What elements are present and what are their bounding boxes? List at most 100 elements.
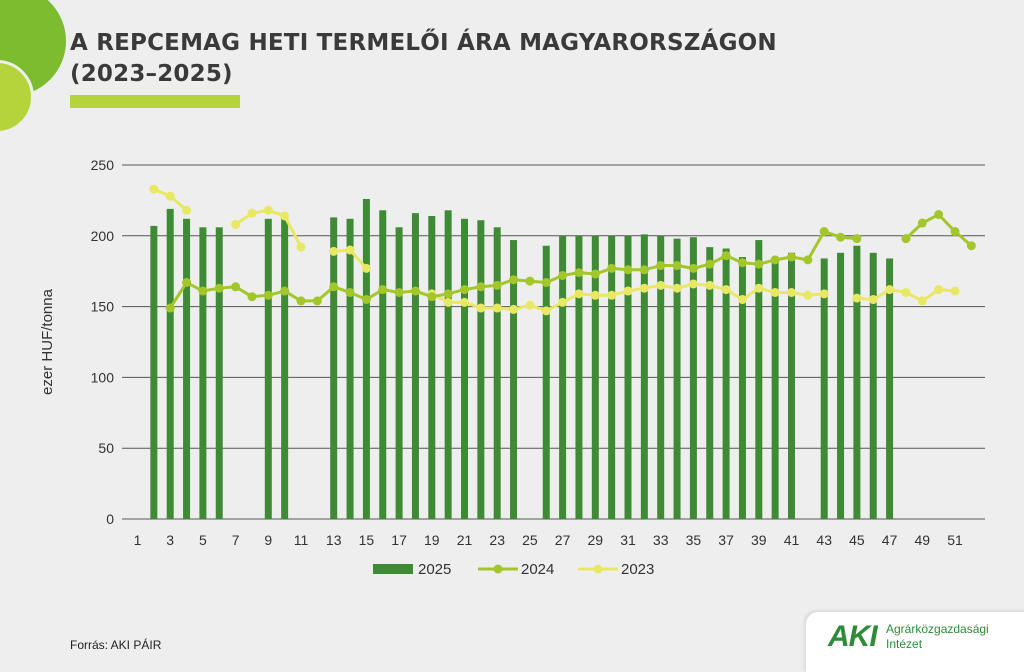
point-2024-week-36 [705,259,715,269]
x-tick-label-35: 35 [686,532,702,548]
aki-logo-line-1: Agrárközgazdasági [886,622,989,636]
bar-2025-week-10 [281,214,289,519]
title-line-1: A REPCEMAG HETI TERMELŐI ÁRA MAGYARORSZÁ… [70,30,777,56]
point-2024-week-4 [182,278,192,288]
point-2023-week-23 [492,303,502,313]
point-2023-week-51 [950,286,960,296]
x-tick-label-23: 23 [489,532,505,548]
x-tick-label-51: 51 [947,532,963,548]
point-2024-week-31 [623,265,633,275]
point-2023-week-15 [361,263,371,273]
point-2024-week-22 [476,282,486,292]
y-tick-label-0: 0 [106,511,114,527]
bar-2025-week-17 [395,227,403,519]
bar-2025-week-15 [362,198,370,519]
point-2023-week-39 [754,283,764,293]
bar-2025-week-5 [199,227,207,519]
bar-2025-week-35 [689,237,697,519]
x-tick-label-27: 27 [555,532,571,548]
legend-label-2025: 2025 [418,561,451,578]
bar-2025-week-32 [640,234,648,519]
point-2024-week-51 [950,227,960,237]
point-2023-week-36 [705,280,715,290]
x-tick-label-19: 19 [424,532,440,548]
point-2024-week-8 [247,292,257,302]
point-2024-week-16 [378,285,388,295]
x-tick-label-5: 5 [199,532,207,548]
point-2024-week-15 [361,295,371,305]
bar-2025-week-29 [591,235,599,520]
point-2023-week-35 [688,279,698,289]
point-2023-week-27 [558,297,568,307]
bar-2025-week-19 [428,215,436,519]
x-tick-label-41: 41 [784,532,800,548]
point-2023-week-30 [607,290,617,300]
point-2024-week-30 [607,263,617,273]
point-2024-week-52 [966,241,976,251]
title-underline-bar [70,95,240,108]
bar-2025-week-6 [215,227,223,519]
point-2023-week-13 [329,246,339,256]
bar-2025-week-13 [330,217,338,519]
bar-2025-week-18 [411,213,419,520]
x-tick-label-7: 7 [232,532,240,548]
point-2024-week-43 [819,227,829,237]
point-2023-week-48 [901,287,911,297]
point-2023-week-22 [476,303,486,313]
point-2023-week-43 [819,289,829,299]
point-2024-week-11 [296,296,306,306]
point-2024-week-39 [754,259,764,269]
point-2024-week-49 [917,218,927,228]
y-tick-label-150: 150 [91,299,115,315]
point-2024-week-12 [312,296,322,306]
point-2023-week-42 [803,290,813,300]
legend-label-2023: 2023 [621,561,654,578]
point-2023-week-46 [868,295,878,305]
point-2024-week-24 [509,275,519,285]
point-2024-week-20 [443,289,453,299]
point-2023-week-25 [525,300,535,310]
point-2023-week-11 [296,242,306,252]
bar-2025-week-45 [853,245,861,519]
point-2024-week-18 [410,286,420,296]
point-2024-week-28 [574,268,584,278]
bar-2025-week-3 [166,208,174,519]
bar-2025-week-26 [542,245,550,519]
point-2023-week-7 [231,219,241,229]
x-tick-label-43: 43 [816,532,832,548]
point-2023-week-29 [590,290,600,300]
x-tick-label-17: 17 [391,532,407,548]
bar-2025-week-44 [837,252,845,520]
point-2024-week-34 [672,261,682,271]
point-2024-week-26 [541,278,551,288]
point-2024-week-19 [427,292,437,302]
x-tick-label-9: 9 [264,532,272,548]
aki-logo-text: Agrárközgazdasági Intézet [886,622,989,652]
legend-label-2024: 2024 [521,561,554,578]
point-2024-week-32 [639,265,649,275]
point-2023-week-10 [280,211,290,221]
x-tick-label-25: 25 [522,532,538,548]
point-2024-week-42 [803,255,813,265]
bar-2025-week-47 [886,258,894,519]
point-2023-week-21 [460,297,469,307]
x-tick-label-49: 49 [915,532,931,548]
point-2023-week-3 [165,191,175,201]
bar-2025-week-39 [755,240,763,519]
point-2024-week-17 [394,287,404,297]
bar-2025-week-38 [738,257,746,519]
aki-logo-mark: AKI [828,620,878,653]
y-tick-label-200: 200 [91,228,115,244]
x-tick-label-47: 47 [882,532,898,548]
point-2024-week-9 [263,290,273,300]
x-tick-label-39: 39 [751,532,767,548]
point-2023-week-20 [443,297,453,307]
point-2024-week-14 [345,287,355,297]
point-2024-week-6 [214,283,224,293]
point-2023-week-34 [672,283,682,293]
point-2023-week-49 [917,296,927,306]
y-tick-label-50: 50 [98,440,114,456]
bar-2025-week-40 [771,257,779,519]
point-2024-week-50 [934,210,944,220]
